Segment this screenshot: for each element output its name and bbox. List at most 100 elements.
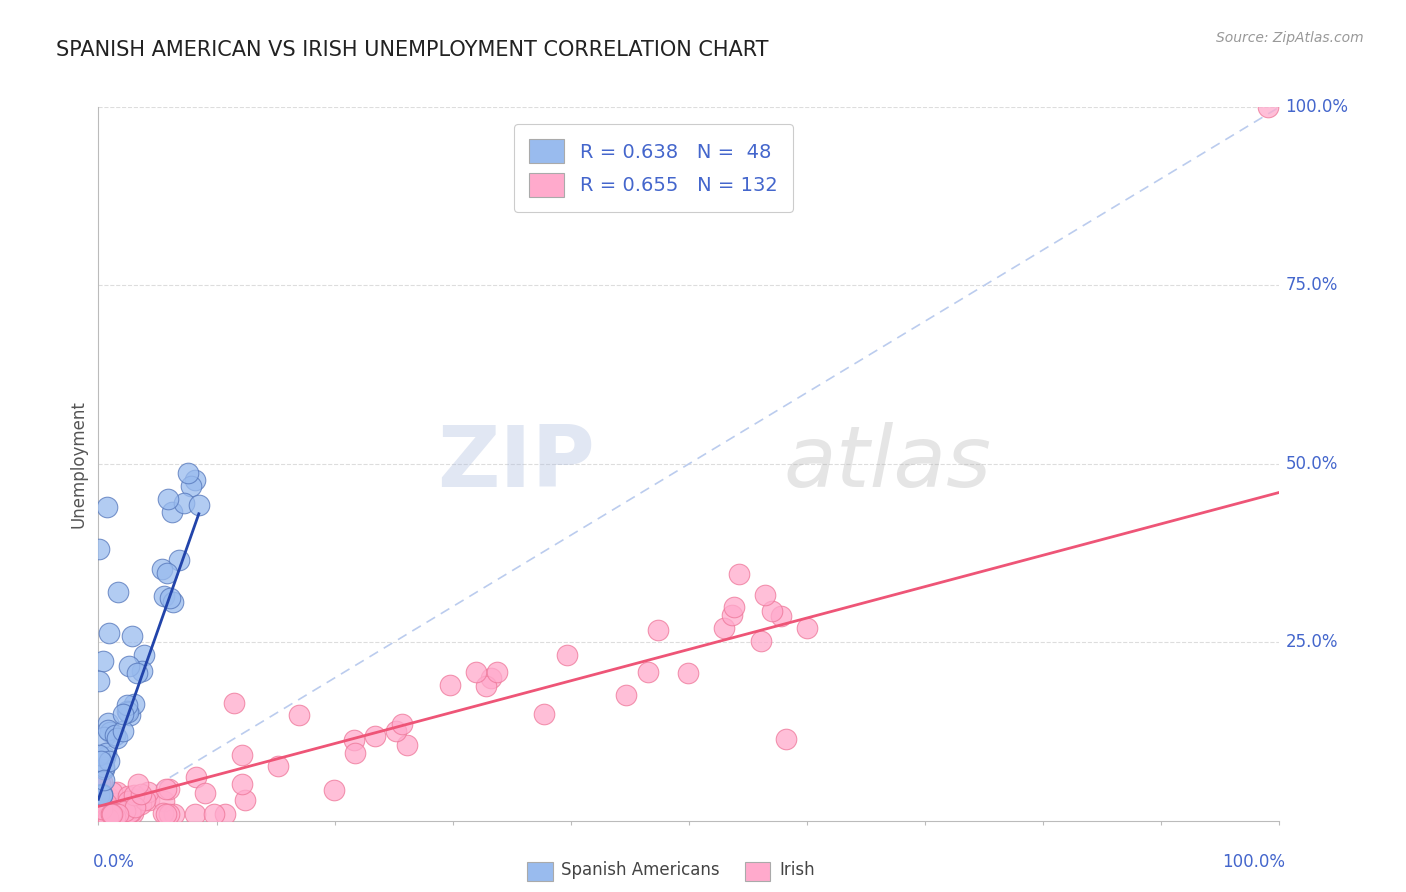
Point — [465, 665, 488, 679]
Point — [94, 750, 117, 764]
Point — [89, 812, 111, 826]
Point — [98, 805, 121, 819]
Point — [721, 608, 744, 623]
Point — [90, 798, 112, 813]
Point — [157, 782, 180, 797]
Point — [96, 808, 118, 822]
Point — [94, 797, 117, 811]
Point — [224, 696, 246, 710]
Point — [93, 731, 115, 745]
Point — [267, 759, 290, 773]
Point — [749, 633, 772, 648]
Point — [231, 747, 253, 762]
Point — [479, 671, 502, 685]
Point — [614, 688, 637, 702]
Point — [233, 793, 256, 807]
Point — [107, 806, 129, 821]
Point — [91, 800, 114, 814]
Point — [117, 806, 139, 821]
Point — [343, 733, 366, 747]
Text: Spanish Americans: Spanish Americans — [561, 861, 720, 879]
Point — [177, 466, 200, 480]
Point — [138, 785, 160, 799]
Point — [90, 788, 112, 802]
Point — [90, 805, 112, 820]
Point — [796, 621, 818, 635]
Point — [121, 629, 143, 643]
Point — [91, 801, 114, 815]
Point — [439, 677, 461, 691]
Point — [214, 806, 236, 821]
Point — [93, 803, 115, 817]
Point — [107, 585, 129, 599]
Point — [124, 800, 146, 814]
Point — [90, 808, 112, 822]
Point — [90, 802, 112, 816]
Point — [101, 805, 124, 820]
Point — [93, 812, 115, 826]
Point — [91, 812, 114, 826]
Text: Source: ZipAtlas.com: Source: ZipAtlas.com — [1216, 31, 1364, 45]
Point — [124, 792, 146, 806]
Point — [97, 790, 120, 805]
Point — [89, 747, 111, 762]
Point — [184, 473, 207, 487]
Point — [153, 794, 176, 808]
Point — [114, 799, 136, 814]
Point — [131, 664, 153, 678]
Point — [101, 807, 124, 822]
Point — [96, 500, 118, 514]
Point — [89, 805, 111, 819]
Point — [112, 706, 135, 721]
Point — [97, 809, 120, 823]
Point — [101, 807, 124, 822]
Point — [770, 609, 793, 624]
Point — [344, 747, 367, 761]
Point — [107, 808, 129, 822]
Point — [118, 708, 141, 723]
Point — [159, 591, 181, 605]
Point — [115, 704, 138, 718]
Point — [87, 806, 110, 821]
Text: 0.0%: 0.0% — [93, 853, 135, 871]
Point — [104, 802, 127, 816]
Point — [93, 813, 115, 827]
Text: 100.0%: 100.0% — [1285, 98, 1348, 116]
Point — [122, 805, 145, 820]
Point — [155, 806, 177, 821]
Point — [121, 805, 143, 820]
Point — [97, 810, 120, 824]
Point — [138, 792, 160, 806]
Point — [90, 754, 112, 768]
Point — [87, 811, 110, 825]
Point — [97, 723, 120, 737]
Point — [112, 806, 135, 821]
Point — [93, 773, 115, 788]
Point — [153, 589, 176, 603]
Point — [152, 805, 174, 820]
Point — [97, 803, 120, 817]
Point — [157, 806, 180, 821]
Text: 100.0%: 100.0% — [1222, 853, 1285, 871]
Point — [475, 679, 498, 693]
Text: 75.0%: 75.0% — [1285, 277, 1337, 294]
Point — [101, 784, 124, 798]
Text: SPANISH AMERICAN VS IRISH UNEMPLOYMENT CORRELATION CHART: SPANISH AMERICAN VS IRISH UNEMPLOYMENT C… — [56, 40, 769, 60]
Point — [97, 716, 120, 731]
Point — [89, 777, 111, 791]
Point — [87, 674, 110, 689]
Point — [91, 654, 114, 668]
Point — [87, 782, 110, 797]
Point — [93, 762, 115, 776]
Point — [100, 808, 122, 822]
Point — [87, 805, 110, 820]
Point — [93, 800, 115, 814]
Point — [97, 812, 120, 826]
Point — [117, 705, 139, 719]
Point — [104, 728, 127, 742]
Point — [107, 785, 129, 799]
Point — [115, 804, 138, 818]
Point — [117, 789, 139, 803]
Point — [98, 755, 121, 769]
Point — [188, 498, 211, 512]
